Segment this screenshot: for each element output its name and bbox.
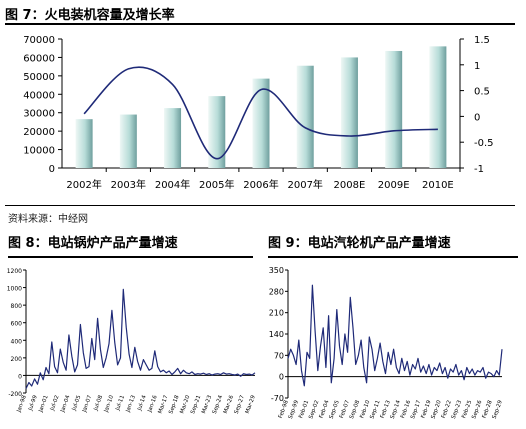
growth-rate-line (83, 66, 438, 160)
fig9-y-tick-label: 280 (269, 287, 284, 296)
fig8-x-tick-label: Jul-08 (93, 394, 104, 412)
fig8-x-tick-label: Jan-04 (60, 394, 72, 414)
fig8-x-tick-label: Jul-02 (49, 395, 60, 413)
figure7-chart: 0 10000 20000 30000 40000 50000 60000 70000 -1 -0… (0, 25, 526, 200)
y-tick-label-right: -0.5 (474, 138, 494, 149)
figure7-source: 资料来源：中经网 (8, 214, 88, 225)
bar-2002年 (75, 119, 93, 168)
figure9-svg: -70070140210280350Feb-98Sep-99Feb-01Sep-… (269, 266, 504, 420)
x-tick-label: 2004年 (155, 178, 190, 191)
y-tick-label-right: 1 (474, 61, 480, 72)
fig8-y-tick-label: 1200 (7, 268, 22, 275)
fig8-series-line (25, 288, 256, 389)
figure8-title-rule (8, 256, 253, 258)
bar-2010E (429, 46, 447, 168)
x-tick-label: 2007年 (287, 178, 322, 191)
fig8-x-tick-label: Jan-13 (125, 394, 137, 414)
figure7-title: 图 7：火电装机容量及增长率 (5, 8, 175, 23)
bar-2003年 (119, 114, 137, 168)
y-tick-label-right: 1.5 (474, 35, 490, 46)
y-tick-label-right: 0.5 (474, 87, 490, 98)
fig8-y-tick-label: 800 (11, 303, 23, 310)
fig8-x-tick-label: Jul-99 (27, 394, 38, 412)
bar-2004年 (164, 108, 182, 168)
fig8-x-tick-label: Jan-10 (103, 394, 115, 414)
figure9-title-rule (268, 256, 518, 258)
x-tick-label: 2005年 (199, 178, 234, 191)
y-tick-label-left: 50000 (23, 72, 55, 83)
bar-2005年 (208, 96, 226, 168)
fig8-y-tick-label: 200 (11, 356, 23, 363)
bar-2007年 (296, 65, 314, 168)
y-tick-label-left: 20000 (23, 127, 55, 138)
fig9-series-line (287, 284, 503, 387)
fig9-y-tick-label: 70 (274, 351, 284, 360)
figure7-title-rule (5, 23, 515, 25)
figure7-bottom-rule (5, 205, 515, 206)
x-tick-label: 2003年 (111, 178, 146, 191)
y-tick-label-left: 30000 (23, 109, 55, 120)
x-tick-label: 2009E (378, 180, 410, 191)
figure8-chart: -200 0 200 400 600 800 1000 1200 Jan-98 Jul-99 Jan… (0, 258, 262, 425)
y-tick-label-left: 10000 (23, 146, 55, 157)
fig9-y-tick-label: 350 (269, 266, 284, 275)
fig9-y-tick-label: 0 (279, 373, 284, 382)
figure7-svg: 0 10000 20000 30000 40000 50000 60000 70000 -1 -0… (23, 35, 494, 191)
fig8-x-tick-label: Jul-11 (115, 395, 126, 413)
x-tick-label: 2002年 (66, 178, 101, 191)
bar-2009E (385, 50, 403, 168)
fig8-y-tick-label: 400 (11, 338, 23, 345)
fig9-y-tick-label: 140 (269, 330, 284, 339)
fig8-y-tick-label: -200 (8, 391, 22, 398)
y-tick-label-right: 0 (474, 112, 480, 123)
bar-2006年 (252, 78, 270, 168)
x-tick-label: 2010E (422, 180, 454, 191)
fig8-y-tick-label: 0 (18, 373, 22, 380)
figure9-chart: -70 0 70 140 210 280 350 Feb-98 Sep-99 Feb-01 Sep-… (262, 258, 526, 425)
x-tick-label: 2006年 (243, 178, 278, 191)
y-tick-label-left: 70000 (23, 35, 55, 46)
figure8-title: 图 8：电站锅炉产品产量增速 (8, 236, 178, 251)
y-tick-label-left: 40000 (23, 90, 55, 101)
fig8-y-tick-label: 1000 (7, 286, 22, 293)
x-tick-label: 2008E (334, 180, 366, 191)
fig9-x-tick-label: Sep-29 (492, 399, 504, 420)
figure9-title: 图 9：电站汽轮机产品产量增速 (268, 236, 451, 251)
y-tick-label-left: 60000 (23, 53, 55, 64)
fig8-x-tick-label: Mar-29 (245, 394, 257, 414)
fig8-x-tick-label: Jan-07 (81, 394, 93, 414)
y-tick-label-left: 0 (49, 164, 55, 175)
fig9-y-tick-label: -70 (271, 394, 284, 403)
fig8-x-tick-label: Jan-01 (38, 395, 50, 414)
y-tick-label-right: -1 (474, 164, 484, 175)
fig9-y-tick-label: 210 (269, 309, 284, 318)
fig8-x-tick-label: Jul-05 (71, 394, 82, 412)
fig8-y-tick-label: 600 (11, 321, 23, 328)
fig8-x-tick-label: Jul-14 (137, 394, 148, 412)
bar-2008E (340, 57, 358, 168)
